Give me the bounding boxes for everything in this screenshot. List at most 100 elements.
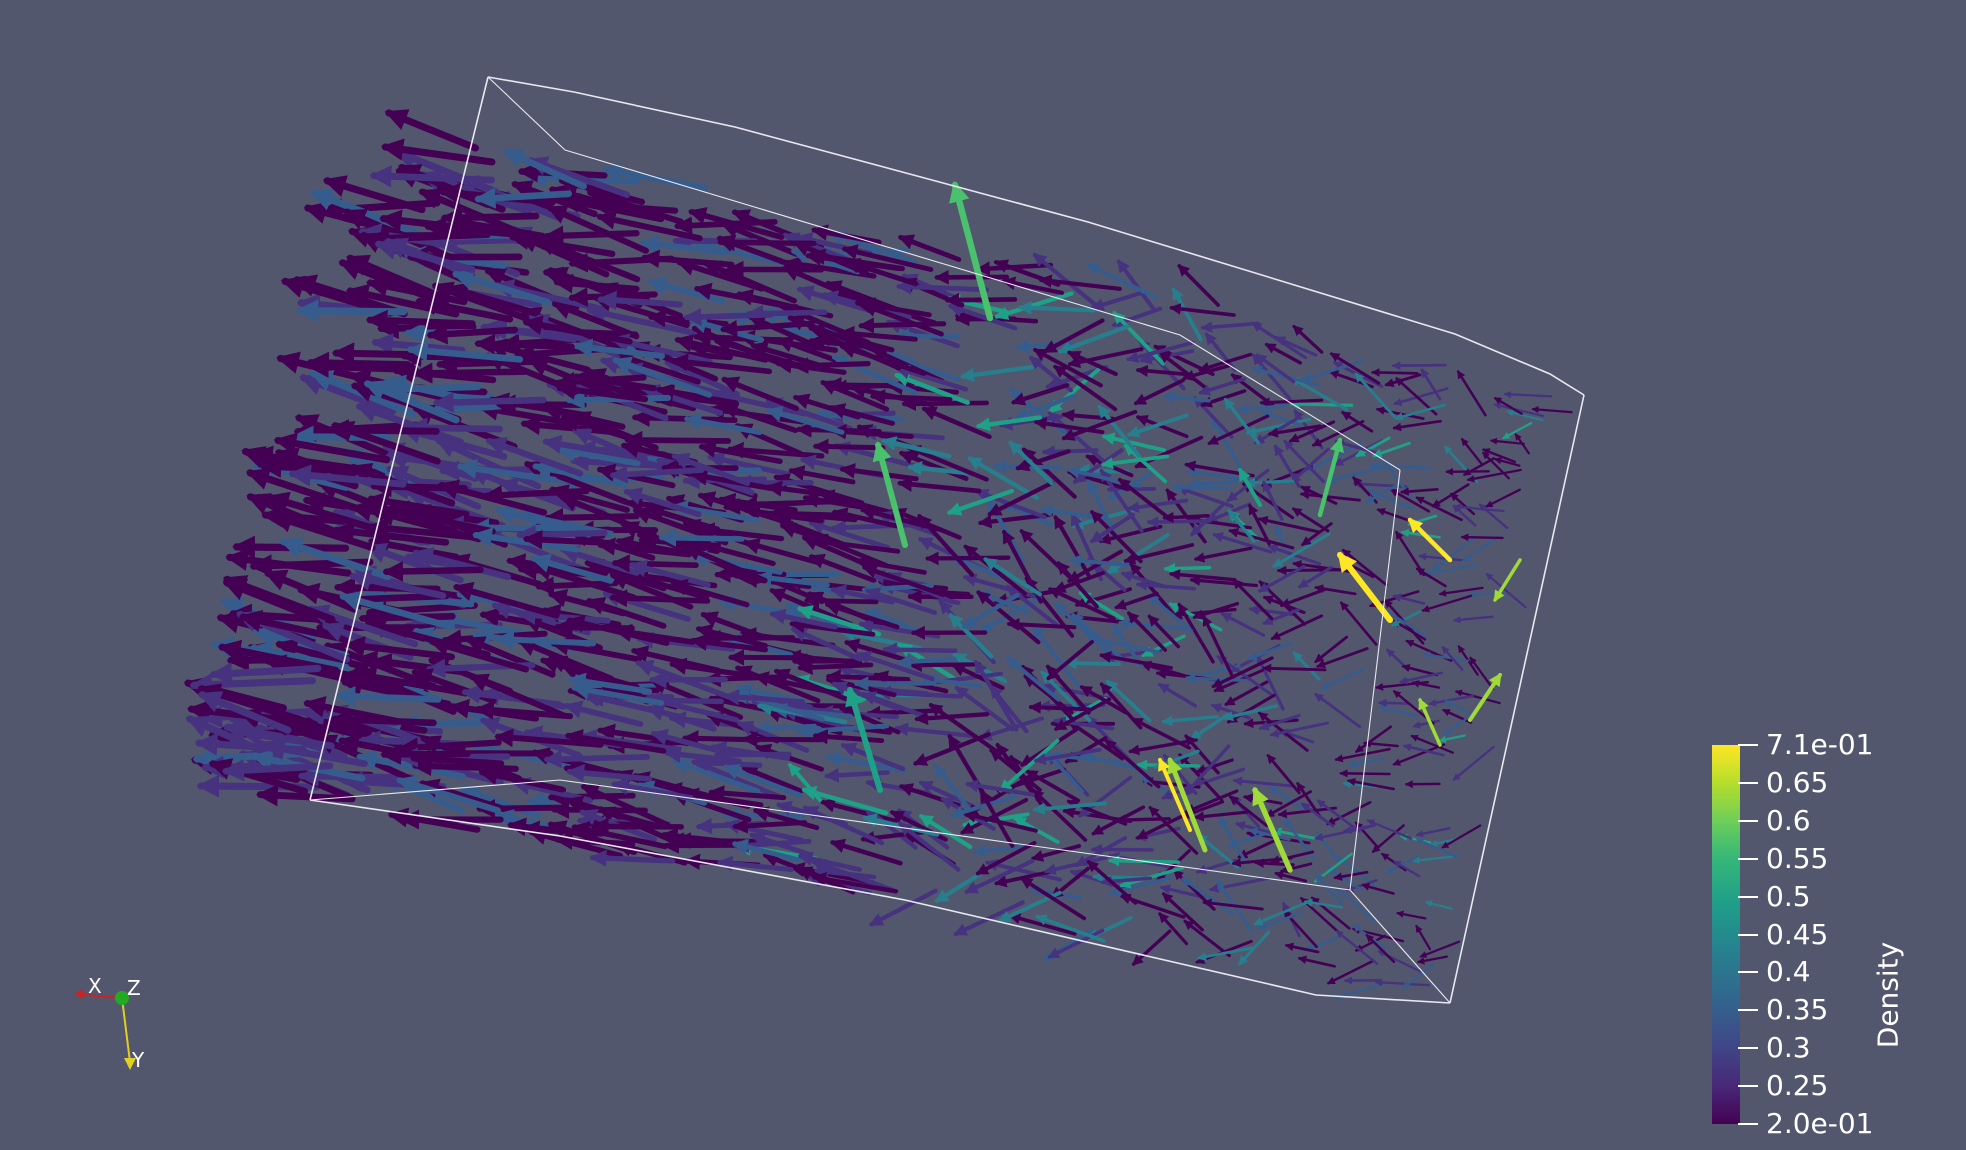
vector-arrow xyxy=(1005,584,1059,627)
vector-arrow xyxy=(1010,383,1070,406)
vector-arrow xyxy=(1494,457,1521,467)
vector-arrow xyxy=(1303,898,1343,909)
vector-arrow xyxy=(1127,498,1189,513)
vector-arrow xyxy=(1392,419,1442,432)
vector-arrow xyxy=(1390,610,1422,627)
high-density-arrow xyxy=(788,763,822,802)
vector-arrow xyxy=(1415,827,1451,838)
legend-tick-label: 0.6 xyxy=(1766,803,1811,837)
vector-arrow xyxy=(1114,591,1159,610)
vector-arrow xyxy=(1466,468,1522,483)
vector-arrow xyxy=(551,300,640,340)
vector-arrow xyxy=(572,369,657,392)
vector-arrow xyxy=(976,590,1041,645)
vector-arrow xyxy=(1112,311,1166,366)
vector-arrow xyxy=(1135,813,1186,840)
vector-arrow xyxy=(690,754,763,772)
vector-arrow xyxy=(1329,352,1381,385)
vector-arrow xyxy=(1374,978,1431,987)
legend-tick-mark xyxy=(1738,933,1758,936)
vector-arrow xyxy=(948,613,994,659)
vector-arrow xyxy=(1453,615,1494,624)
vector-arrow xyxy=(1269,850,1315,865)
vector-arrow xyxy=(1116,259,1157,313)
vector-arrow xyxy=(1415,496,1463,522)
vector-arrow xyxy=(700,611,768,641)
vector-arrow xyxy=(1159,884,1205,899)
vector-arrow xyxy=(522,315,633,345)
vector-arrow xyxy=(1035,914,1106,943)
legend-tick-mark xyxy=(1738,1009,1758,1012)
vector-arrow xyxy=(825,669,911,685)
vector-arrow xyxy=(671,452,751,486)
vector-arrow xyxy=(586,304,696,336)
vector-arrow xyxy=(1337,855,1375,886)
vector-arrow xyxy=(1531,406,1573,414)
vector-arrow xyxy=(829,838,903,866)
vector-arrow xyxy=(1104,738,1161,789)
vector-arrow xyxy=(1314,693,1362,729)
vector-arrow xyxy=(369,165,495,188)
vector-arrow xyxy=(706,451,791,477)
vector-arrow xyxy=(559,494,649,535)
vector-arrow xyxy=(1031,788,1088,842)
vector-arrow xyxy=(1392,619,1427,641)
vector-arrow xyxy=(1176,485,1234,509)
vector-arrow xyxy=(1184,789,1239,814)
vector-arrow xyxy=(1126,340,1195,363)
vector-arrow xyxy=(865,587,938,616)
vector-arrow xyxy=(650,728,737,758)
vector-arrow xyxy=(727,649,813,666)
vector-arrow xyxy=(628,571,710,601)
vector-arrow xyxy=(1192,601,1240,620)
high-density-arrow xyxy=(1317,437,1344,518)
vector-arrow xyxy=(437,479,548,516)
vector-arrow xyxy=(1193,396,1234,439)
vector-arrow xyxy=(1090,290,1145,311)
vector-arrow xyxy=(1283,439,1325,483)
vector-arrow xyxy=(973,659,1019,732)
vector-arrow xyxy=(1255,353,1296,384)
vector-arrow xyxy=(589,849,676,867)
vector-arrow xyxy=(535,576,619,596)
vector-arrow xyxy=(1053,364,1118,412)
vector-arrow xyxy=(896,654,957,669)
vector-arrow xyxy=(1454,689,1501,705)
vector-arrow xyxy=(1355,436,1391,458)
vector-arrow xyxy=(1301,359,1365,383)
vector-arrow xyxy=(262,738,368,768)
vector-arrow xyxy=(1198,377,1247,396)
vector-arrow xyxy=(446,282,539,317)
vector-arrow xyxy=(670,579,750,608)
legend-tick-mark xyxy=(1738,819,1758,822)
vector-arrow xyxy=(1274,336,1318,357)
vector-arrow xyxy=(949,793,1018,819)
vector-arrow xyxy=(1189,478,1239,490)
vector-arrow xyxy=(1033,747,1102,766)
vector-arrow xyxy=(1136,759,1201,771)
vector-arrow xyxy=(343,636,456,661)
legend-tick-mark xyxy=(1738,1123,1758,1125)
vector-arrow xyxy=(484,352,572,392)
vector-arrow xyxy=(797,851,863,872)
vector-arrow xyxy=(609,589,711,608)
vector-arrow xyxy=(1493,396,1523,415)
vector-arrow xyxy=(854,555,927,575)
vector-arrow xyxy=(1314,584,1357,596)
vector-arrow xyxy=(731,839,802,863)
vector-arrow xyxy=(921,406,992,440)
vector-arrow xyxy=(380,138,496,166)
vector-arrow xyxy=(1146,516,1212,528)
legend-tick-mark xyxy=(1738,1047,1758,1050)
vector-arrow xyxy=(1326,959,1375,985)
vector-arrow xyxy=(1244,477,1296,488)
vector-arrow xyxy=(1431,537,1475,572)
vector-arrow xyxy=(1313,852,1353,883)
vector-arrow xyxy=(1184,673,1247,684)
vector-arrow xyxy=(1032,347,1103,388)
vector-arrow xyxy=(849,382,935,408)
vector-arrow xyxy=(624,430,732,450)
vector-arrow xyxy=(452,581,560,619)
